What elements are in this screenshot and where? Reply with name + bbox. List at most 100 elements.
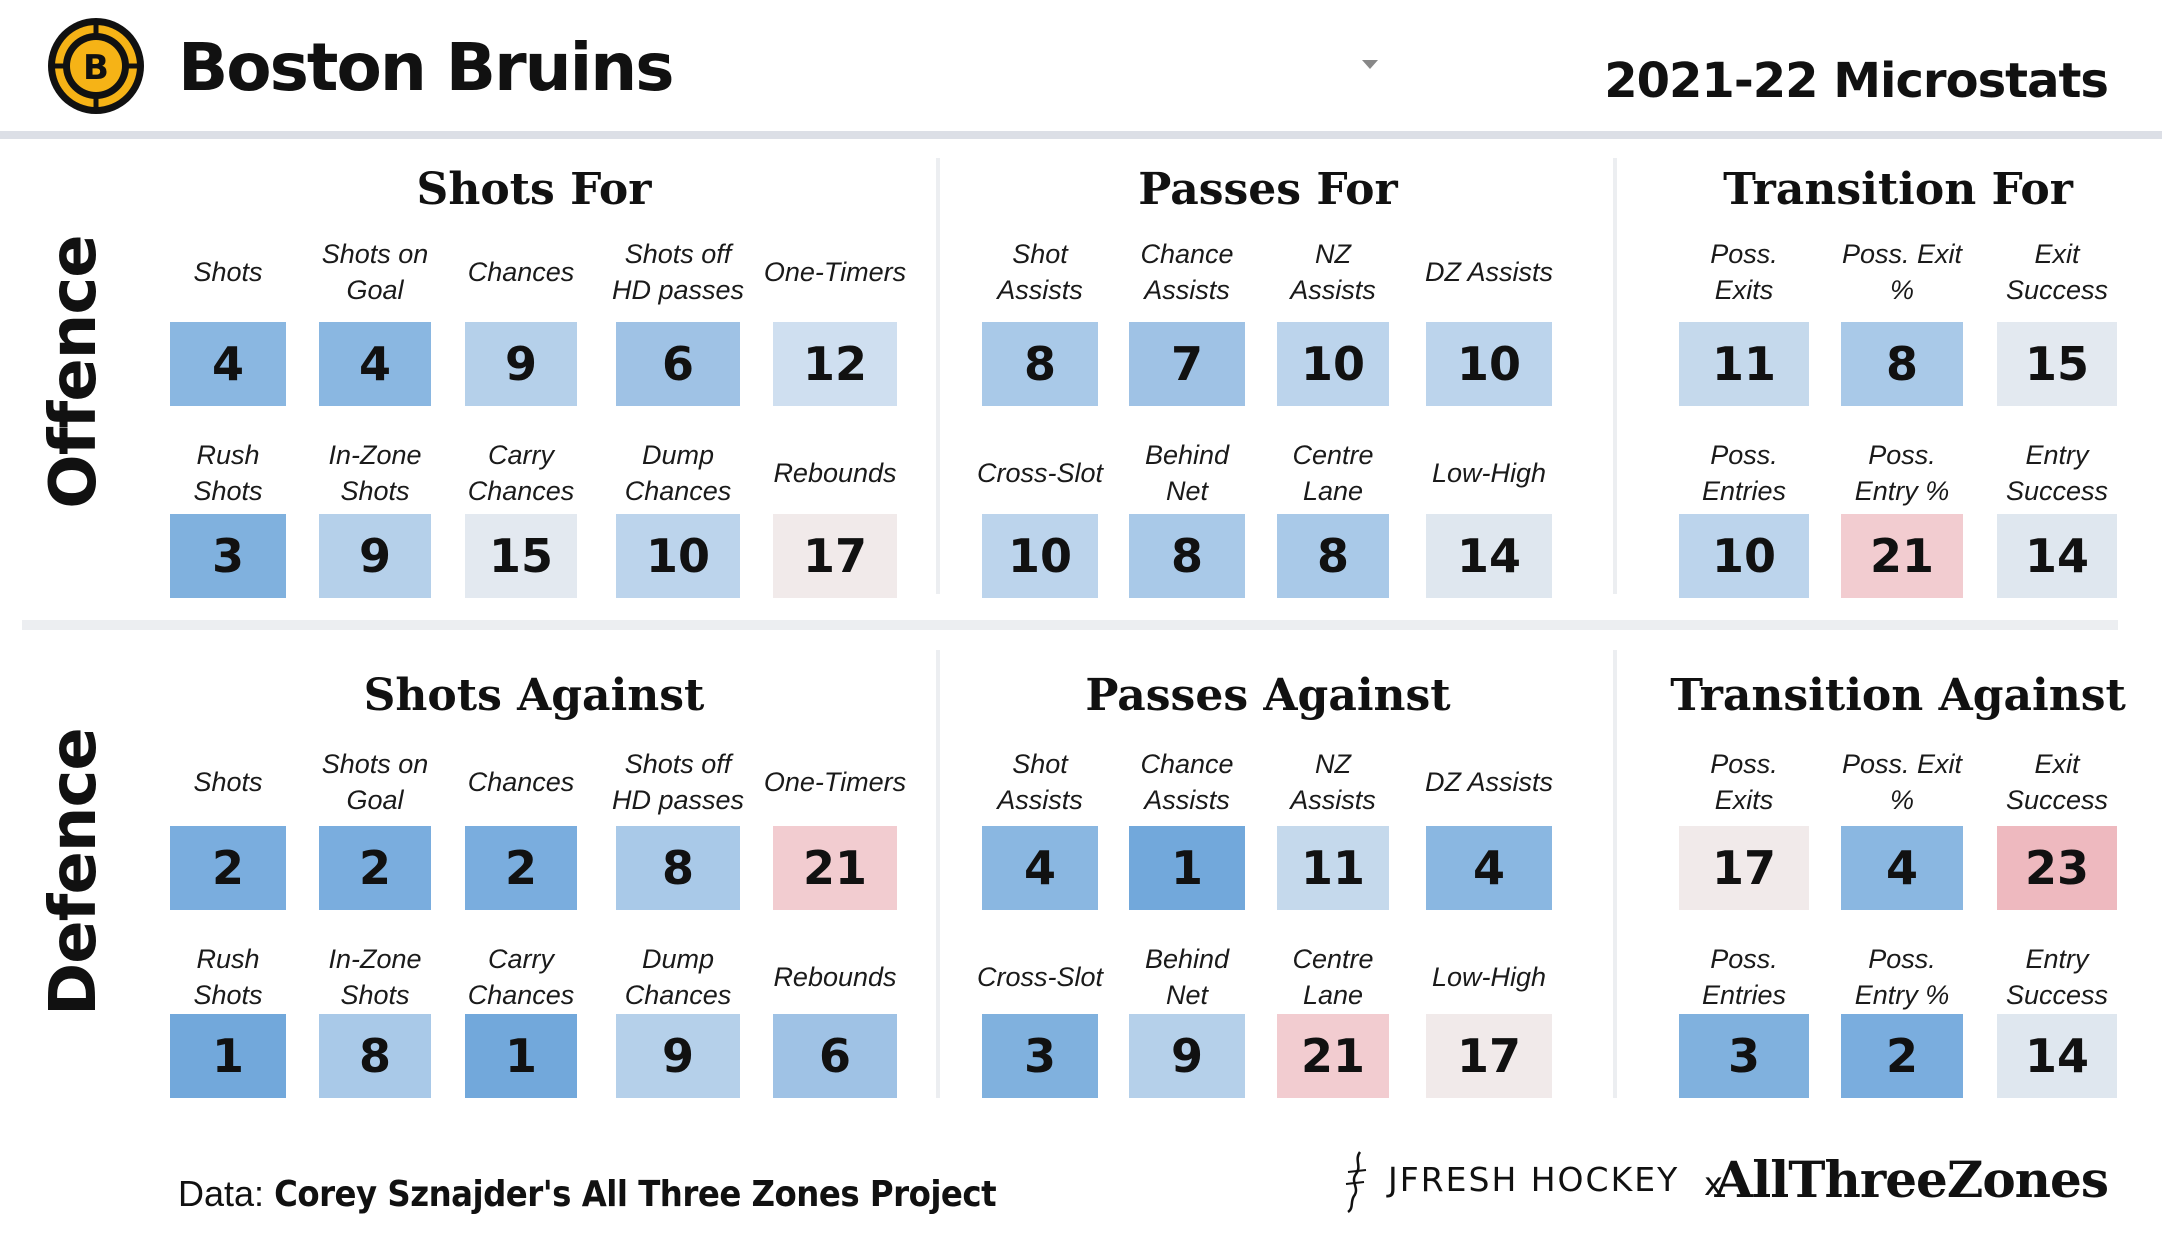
section-title-transition-for: Transition For xyxy=(1723,164,2073,215)
stat-value-tile: 6 xyxy=(616,322,740,406)
section-title-transition-against: Transition Against xyxy=(1670,670,2126,721)
stat-value-tile: 12 xyxy=(773,322,897,406)
stat-value-tile: 10 xyxy=(1426,322,1552,406)
stat-value-tile: 8 xyxy=(616,826,740,910)
stat-value-tile: 8 xyxy=(319,1014,431,1098)
stat-label: Shots on Goal xyxy=(321,749,429,815)
stat-value-tile: 3 xyxy=(982,1014,1098,1098)
stat-value-tile: 6 xyxy=(773,1014,897,1098)
stat-label: Poss. Entries xyxy=(1701,440,1787,506)
stat-value-tile: 4 xyxy=(982,826,1098,910)
stat-value-tile: 2 xyxy=(319,826,431,910)
stat-value-tile: 3 xyxy=(170,514,286,598)
stat-label: Poss. Entry % xyxy=(1854,944,1950,1010)
section-divider xyxy=(22,620,2118,630)
section-title-passes-against: Passes Against xyxy=(1085,670,1451,721)
stat-label: NZ Assists xyxy=(1290,239,1376,305)
stat-value-tile: 2 xyxy=(465,826,577,910)
stat-value-tile: 14 xyxy=(1997,514,2117,598)
stat-value-tile: 21 xyxy=(1277,1014,1389,1098)
stat-value-tile: 15 xyxy=(465,514,577,598)
header-divider xyxy=(0,131,2162,139)
stat-label: Shot Assists xyxy=(997,749,1083,815)
stat-label: Rebounds xyxy=(773,962,897,992)
stat-label: Rush Shots xyxy=(193,440,263,506)
brand-separator: x xyxy=(1704,1165,1723,1203)
stat-value-tile: 3 xyxy=(1679,1014,1809,1098)
stat-value-tile: 10 xyxy=(1679,514,1809,598)
stat-label: Shots off HD passes xyxy=(611,239,745,305)
stat-value-tile: 9 xyxy=(616,1014,740,1098)
stat-value-tile: 8 xyxy=(1277,514,1389,598)
stat-label: Poss. Exits xyxy=(1710,749,1778,815)
stat-label: Exit Success xyxy=(2005,239,2109,305)
chevron-down-icon[interactable] xyxy=(1362,60,1378,69)
stat-label: DZ Assists xyxy=(1425,257,1553,287)
stat-label: One-Timers xyxy=(763,767,907,797)
jfresh-logo-icon xyxy=(1340,1150,1372,1214)
stat-label: Chance Assists xyxy=(1140,749,1234,815)
defence-label: Defence xyxy=(37,728,111,1016)
stat-label: Rebounds xyxy=(773,458,897,488)
stat-value-tile: 11 xyxy=(1679,322,1809,406)
stat-value-tile: 8 xyxy=(1129,514,1245,598)
stat-label: Entry Success xyxy=(2005,944,2109,1010)
stat-value-tile: 4 xyxy=(1426,826,1552,910)
stat-label: Chances xyxy=(467,257,575,287)
brand-jfresh: JFRESH HOCKEY xyxy=(1388,1160,1680,1199)
stat-label: Cross-Slot xyxy=(976,962,1104,992)
stat-label: NZ Assists xyxy=(1290,749,1376,815)
stat-label: Poss. Entries xyxy=(1701,944,1787,1010)
stat-label: Carry Chances xyxy=(467,440,575,506)
team-name: Boston Bruins xyxy=(178,29,675,106)
stat-label: Entry Success xyxy=(2005,440,2109,506)
stat-value-tile: 17 xyxy=(1426,1014,1552,1098)
stat-label: In-Zone Shots xyxy=(328,944,422,1010)
stat-label: Poss. Exit % xyxy=(1841,749,1963,815)
column-divider xyxy=(1613,158,1617,594)
data-credit: Data: Corey Sznajder's All Three Zones P… xyxy=(178,1168,997,1221)
stat-value-tile: 14 xyxy=(1997,1014,2117,1098)
stat-value-tile: 1 xyxy=(170,1014,286,1098)
stat-label: Shots off HD passes xyxy=(611,749,745,815)
stat-value-tile: 11 xyxy=(1277,826,1389,910)
stat-value-tile: 1 xyxy=(465,1014,577,1098)
stat-label: In-Zone Shots xyxy=(328,440,422,506)
stat-value-tile: 4 xyxy=(319,322,431,406)
data-credit-source: Corey Sznajder's All Three Zones Project xyxy=(274,1174,997,1215)
stat-label: One-Timers xyxy=(763,257,907,287)
season-title: 2021-22 Microstats xyxy=(1604,53,2109,109)
stat-label: Shots xyxy=(193,257,263,287)
stat-label: Behind Net xyxy=(1144,440,1230,506)
stat-label: Poss. Exit % xyxy=(1841,239,1963,305)
stat-label: Rush Shots xyxy=(193,944,263,1010)
stat-value-tile: 8 xyxy=(982,322,1098,406)
stat-label: Exit Success xyxy=(2005,749,2109,815)
stat-label: Chances xyxy=(467,767,575,797)
stat-label: Centre Lane xyxy=(1292,440,1374,506)
stat-label: Poss. Exits xyxy=(1710,239,1778,305)
stat-label: Shots on Goal xyxy=(321,239,429,305)
stat-value-tile: 10 xyxy=(1277,322,1389,406)
stat-value-tile: 23 xyxy=(1997,826,2117,910)
offence-label: Offence xyxy=(37,235,111,509)
stat-label: Carry Chances xyxy=(467,944,575,1010)
stat-value-tile: 21 xyxy=(1841,514,1963,598)
stat-value-tile: 2 xyxy=(170,826,286,910)
column-divider xyxy=(936,650,940,1098)
stat-label: Dump Chances xyxy=(624,944,732,1010)
stat-value-tile: 17 xyxy=(773,514,897,598)
section-title-shots-for: Shots For xyxy=(416,164,652,215)
stat-label: Shot Assists xyxy=(997,239,1083,305)
stat-value-tile: 8 xyxy=(1841,322,1963,406)
team-logo: B xyxy=(46,16,146,116)
stat-label: Behind Net xyxy=(1144,944,1230,1010)
stat-value-tile: 1 xyxy=(1129,826,1245,910)
stat-value-tile: 21 xyxy=(773,826,897,910)
stat-value-tile: 14 xyxy=(1426,514,1552,598)
stat-label: Centre Lane xyxy=(1292,944,1374,1010)
stat-label: Low-High xyxy=(1431,962,1547,992)
section-title-passes-for: Passes For xyxy=(1138,164,1398,215)
stat-label: DZ Assists xyxy=(1425,767,1553,797)
stat-value-tile: 17 xyxy=(1679,826,1809,910)
